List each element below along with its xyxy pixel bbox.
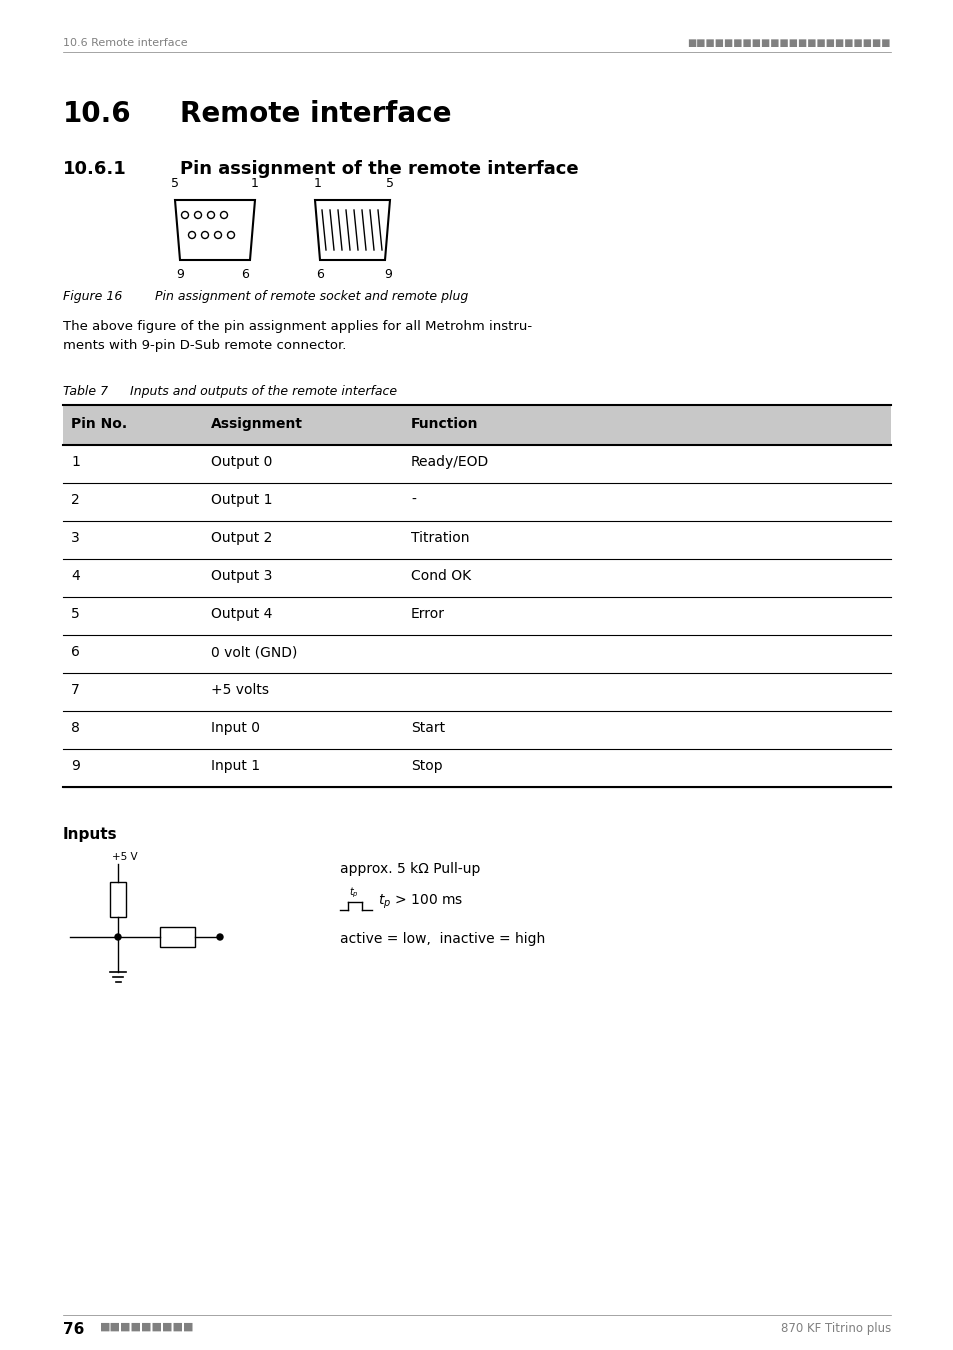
Text: Output 0: Output 0	[211, 455, 273, 468]
Text: Output 3: Output 3	[211, 568, 273, 583]
Text: 7: 7	[71, 683, 80, 697]
Text: 5: 5	[71, 608, 80, 621]
Text: Table 7: Table 7	[63, 385, 108, 398]
Text: 9: 9	[176, 269, 184, 281]
Text: Pin assignment of the remote interface: Pin assignment of the remote interface	[180, 161, 578, 178]
Text: The above figure of the pin assignment applies for all Metrohm instru-
ments wit: The above figure of the pin assignment a…	[63, 320, 532, 352]
Text: +5 V: +5 V	[112, 852, 137, 863]
Text: Remote interface: Remote interface	[180, 100, 451, 128]
Text: Pin No.: Pin No.	[71, 417, 127, 431]
Text: 1: 1	[71, 455, 80, 468]
Text: 1: 1	[251, 177, 258, 190]
Text: 10.6: 10.6	[63, 100, 132, 128]
Text: Input 1: Input 1	[211, 759, 260, 774]
Text: 0 volt (GND): 0 volt (GND)	[211, 645, 297, 659]
Text: 5: 5	[171, 177, 179, 190]
Text: 6: 6	[241, 269, 249, 281]
Text: Output 1: Output 1	[211, 493, 273, 508]
Text: Output 4: Output 4	[211, 608, 273, 621]
Text: +5 volts: +5 volts	[211, 683, 269, 697]
Text: 3: 3	[71, 531, 80, 545]
Bar	[110, 882, 126, 917]
Text: Ready/EOD: Ready/EOD	[411, 455, 489, 468]
Bar	[63, 405, 890, 446]
Text: Assignment: Assignment	[211, 417, 303, 431]
Text: 9: 9	[71, 759, 80, 774]
Text: 6: 6	[71, 645, 80, 659]
Text: 76: 76	[63, 1322, 84, 1336]
Text: Inputs and outputs of the remote interface: Inputs and outputs of the remote interfa…	[130, 385, 396, 398]
Text: Inputs: Inputs	[63, 828, 117, 842]
Text: active = low,  inactive = high: active = low, inactive = high	[339, 931, 545, 946]
Text: 6: 6	[315, 269, 324, 281]
Text: $t_p$ > 100 ms: $t_p$ > 100 ms	[377, 892, 463, 911]
Text: 10.6 Remote interface: 10.6 Remote interface	[63, 38, 188, 49]
Text: ■■■■■■■■■: ■■■■■■■■■	[100, 1322, 194, 1332]
Text: 4: 4	[71, 568, 80, 583]
Text: -: -	[411, 493, 416, 508]
Text: Pin assignment of remote socket and remote plug: Pin assignment of remote socket and remo…	[154, 290, 468, 302]
Text: Figure 16: Figure 16	[63, 290, 122, 302]
Text: Cond OK: Cond OK	[411, 568, 471, 583]
Text: Output 2: Output 2	[211, 531, 273, 545]
Text: Start: Start	[411, 721, 445, 734]
Text: 10.6.1: 10.6.1	[63, 161, 127, 178]
Text: 1: 1	[314, 177, 321, 190]
Text: 8: 8	[71, 721, 80, 734]
Text: ■■■■■■■■■■■■■■■■■■■■■■: ■■■■■■■■■■■■■■■■■■■■■■	[687, 38, 890, 49]
Text: $t_p$: $t_p$	[349, 886, 358, 900]
Text: Error: Error	[411, 608, 444, 621]
Text: Function: Function	[411, 417, 478, 431]
Text: approx. 5 kΩ Pull-up: approx. 5 kΩ Pull-up	[339, 863, 480, 876]
Text: 870 KF Titrino plus: 870 KF Titrino plus	[780, 1322, 890, 1335]
Text: Stop: Stop	[411, 759, 442, 774]
Text: 5: 5	[386, 177, 394, 190]
Bar	[160, 927, 194, 946]
Text: Titration: Titration	[411, 531, 469, 545]
Circle shape	[115, 934, 121, 940]
Text: 9: 9	[384, 269, 392, 281]
Text: Input 0: Input 0	[211, 721, 260, 734]
Circle shape	[216, 934, 223, 940]
Text: 2: 2	[71, 493, 80, 508]
